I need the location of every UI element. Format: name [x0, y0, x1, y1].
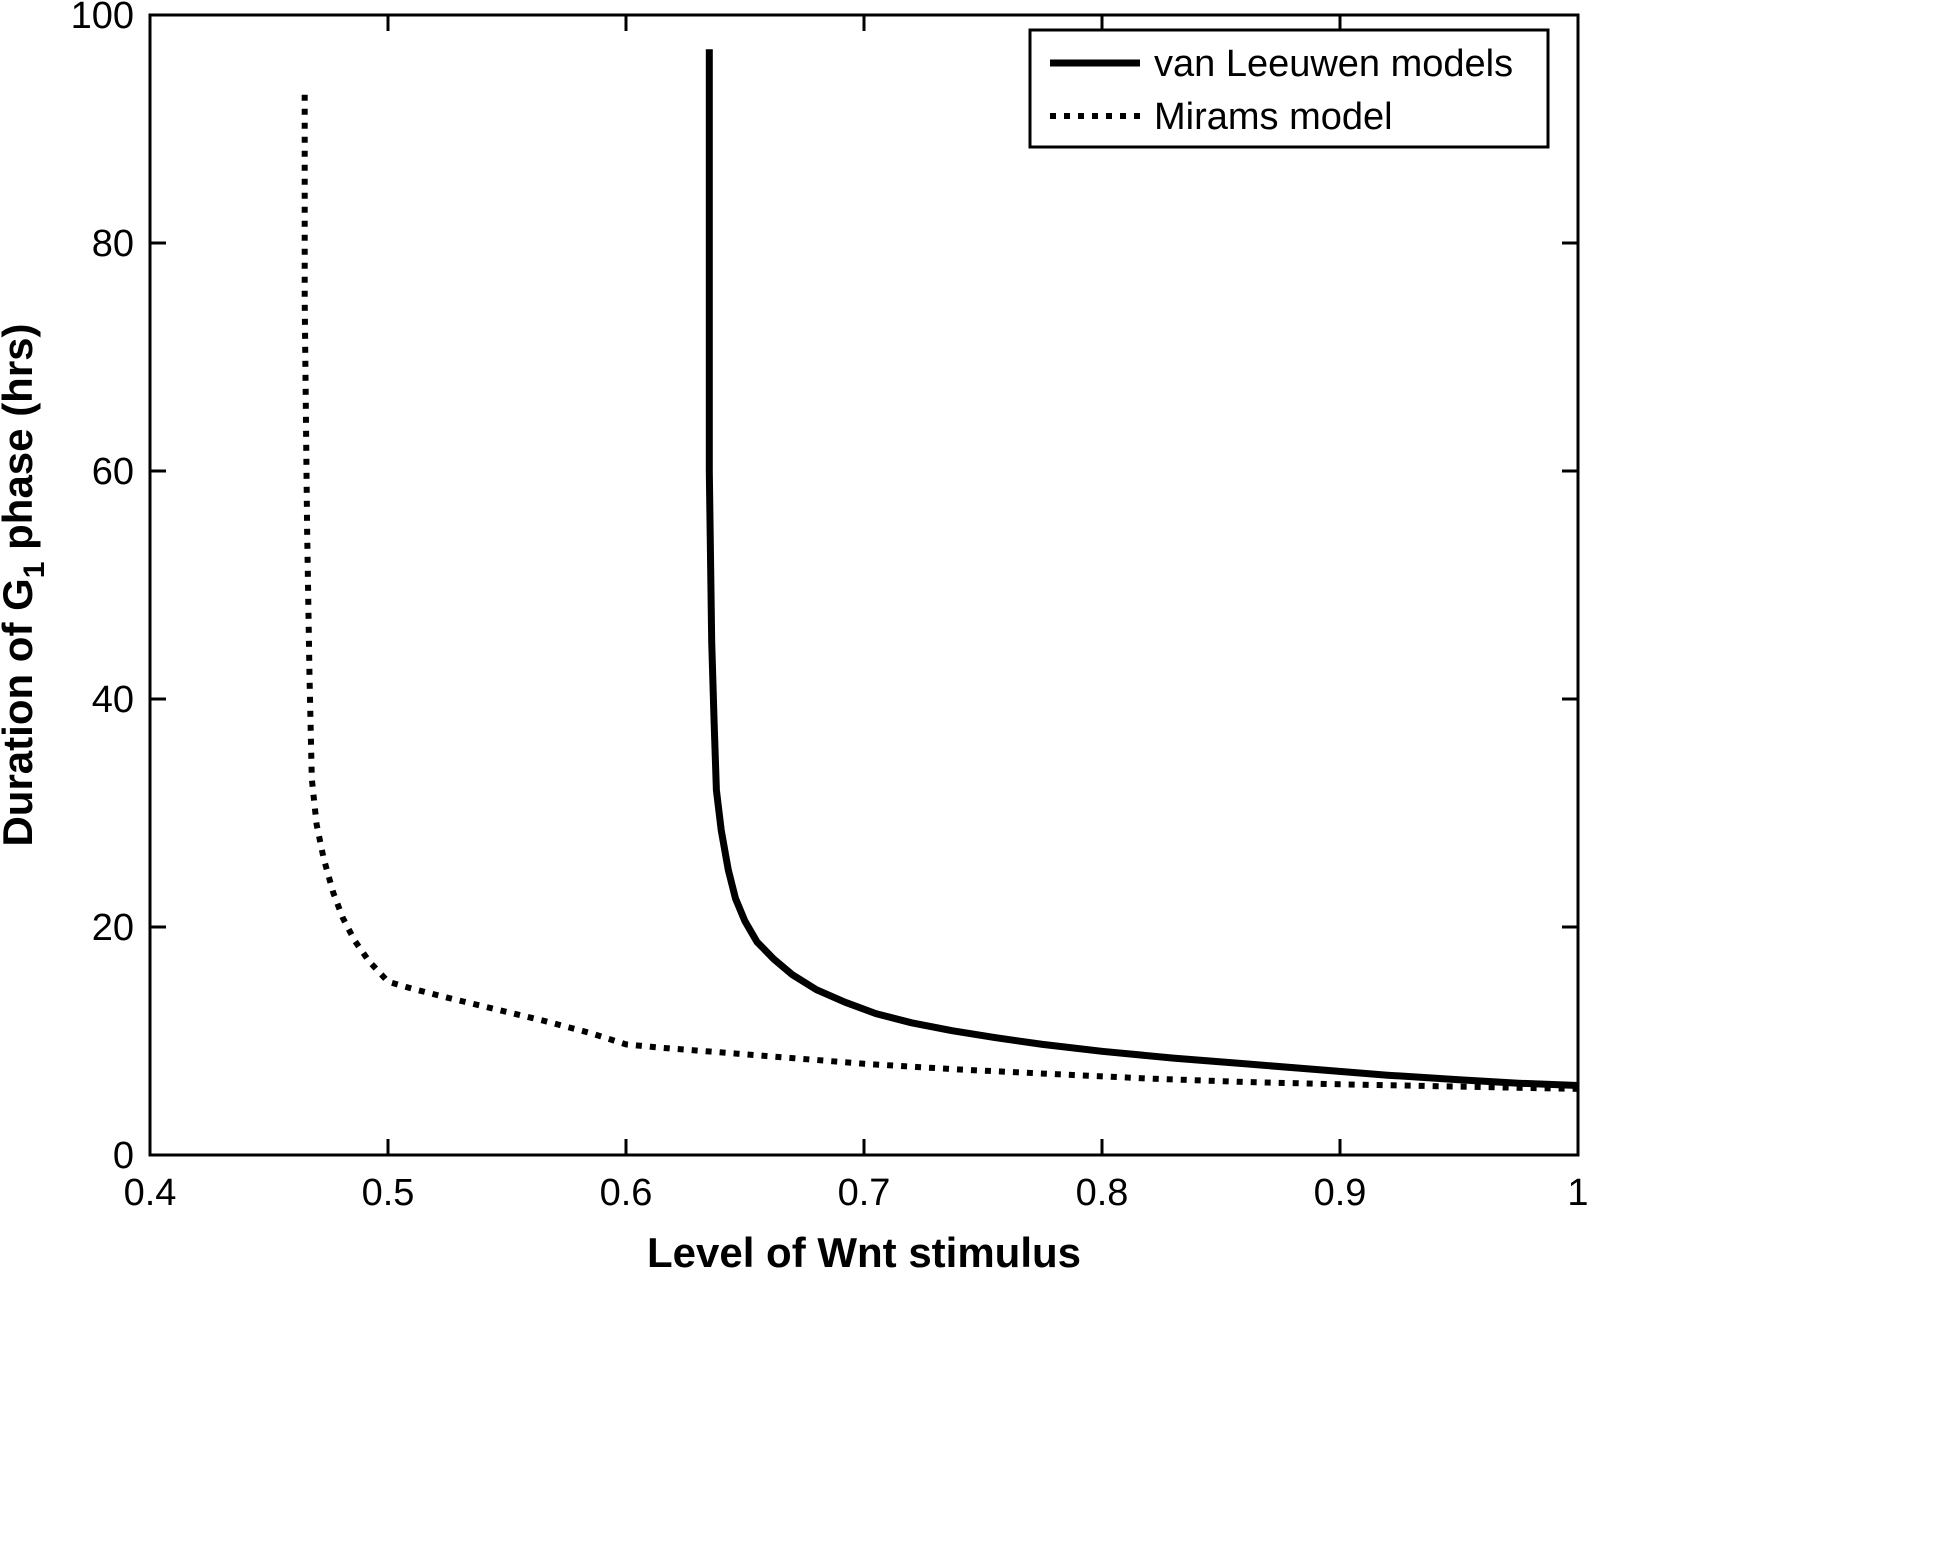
x-tick-label: 0.6	[600, 1172, 653, 1214]
y-tick-label: 20	[92, 907, 134, 949]
x-axis-label: Level of Wnt stimulus	[647, 1229, 1081, 1276]
y-tick-label: 80	[92, 223, 134, 265]
series-line-mirams-model	[301, 94, 1579, 1092]
y-tick-label: 40	[92, 679, 134, 721]
legend-box	[1028, 28, 1550, 149]
y-tick-label: 100	[71, 0, 134, 37]
legend-label-van-leeuwen-models: van Leeuwen models	[1154, 43, 1513, 85]
legend-label-mirams-model: Mirams model	[1154, 96, 1393, 138]
series-line-van-leeuwen-models	[705, 49, 1579, 1089]
x-tick-label: 0.8	[1076, 1172, 1129, 1214]
x-tick-label: 0.9	[1314, 1172, 1367, 1214]
y-axis-label: Duration of G1 phase (hrs)	[0, 323, 51, 846]
x-tick-label: 0.5	[362, 1172, 415, 1214]
x-tick-label: 0.4	[124, 1172, 177, 1214]
y-tick-label: 60	[92, 451, 134, 493]
y-tick-label: 0	[113, 1135, 134, 1177]
x-tick-label: 1	[1567, 1172, 1588, 1214]
x-tick-label: 0.7	[838, 1172, 891, 1214]
